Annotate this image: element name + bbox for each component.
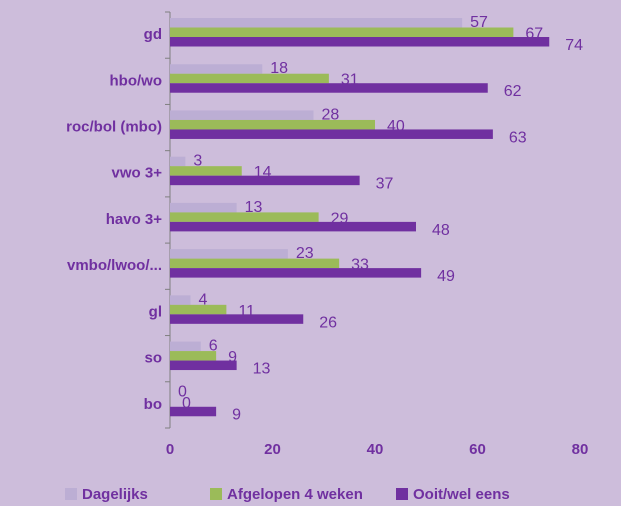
category-label: hbo/wo	[110, 72, 163, 89]
value-label: 37	[376, 176, 394, 193]
bar	[170, 406, 217, 417]
bar	[170, 202, 237, 213]
bar	[170, 314, 304, 324]
value-label: 28	[322, 106, 340, 123]
value-label: 49	[437, 268, 455, 285]
bar	[170, 360, 237, 371]
category-label: so	[144, 350, 162, 367]
x-tick-label: 80	[572, 441, 589, 458]
value-label: 13	[245, 199, 263, 216]
bar	[170, 175, 360, 186]
bar	[170, 212, 319, 222]
value-label: 74	[565, 37, 583, 54]
value-label: 23	[296, 245, 314, 262]
category-label: bo	[144, 396, 162, 413]
legend-swatch	[210, 488, 222, 500]
legend-swatch	[65, 488, 77, 500]
bar	[170, 83, 488, 93]
bar	[170, 129, 493, 139]
legend-label: Afgelopen 4 weken	[227, 486, 363, 503]
value-label: 18	[270, 60, 288, 77]
x-tick-label: 40	[367, 441, 384, 458]
bar	[170, 268, 422, 278]
value-label: 3	[193, 153, 202, 170]
bar	[170, 258, 340, 269]
legend-label: Dagelijks	[82, 486, 148, 503]
category-label: vmbo/lwoo/...	[67, 257, 162, 274]
bar	[170, 156, 186, 167]
value-label: 9	[232, 407, 241, 424]
bar	[170, 351, 217, 361]
category-label: gd	[144, 26, 162, 43]
value-label: 0	[178, 384, 187, 401]
value-label: 63	[509, 129, 527, 146]
bar	[170, 37, 550, 47]
bar	[170, 341, 201, 352]
category-label: havo 3+	[106, 211, 163, 228]
x-tick-label: 0	[166, 441, 174, 458]
bar	[170, 110, 314, 120]
bar	[170, 64, 263, 74]
value-label: 13	[253, 361, 271, 378]
x-tick-label: 60	[469, 441, 486, 458]
bar	[170, 304, 227, 315]
bar	[170, 73, 329, 84]
bar	[170, 166, 242, 176]
x-tick-label: 20	[264, 441, 281, 458]
bar	[170, 27, 514, 37]
bar	[170, 295, 191, 305]
category-label: vwo 3+	[112, 165, 163, 182]
bar	[170, 119, 375, 130]
value-label: 0	[182, 395, 191, 412]
value-label: 6	[209, 338, 218, 355]
legend-swatch	[396, 488, 408, 500]
value-label: 48	[432, 222, 450, 239]
value-label: 57	[470, 14, 488, 31]
category-label: roc/bol (mbo)	[66, 119, 162, 136]
value-label: 26	[319, 314, 337, 331]
value-label: 4	[199, 291, 208, 308]
bar	[170, 249, 288, 259]
legend-label: Ooit/wel eens	[413, 486, 510, 503]
bar	[170, 221, 416, 232]
category-label: gl	[149, 303, 162, 320]
bar	[170, 18, 463, 28]
value-label: 9	[228, 349, 237, 366]
value-label: 62	[504, 83, 522, 100]
